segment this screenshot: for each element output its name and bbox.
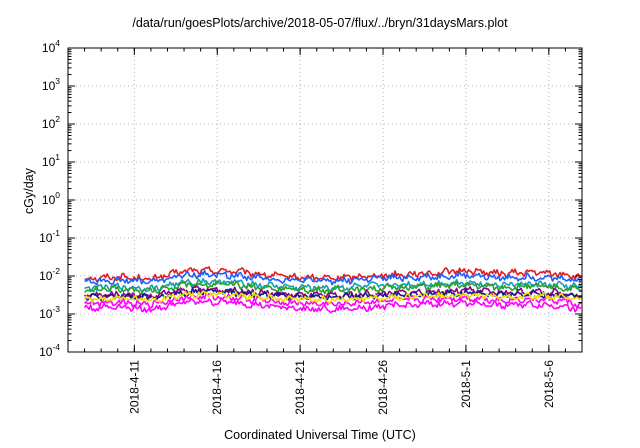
y-tick-label: 102 bbox=[42, 114, 60, 131]
series-layer bbox=[83, 266, 582, 314]
y-tick-label: 10-3 bbox=[39, 304, 60, 321]
series-line bbox=[83, 285, 582, 300]
chart-title: /data/run/goesPlots/archive/2018-05-07/f… bbox=[132, 16, 508, 30]
x-tick-label: 2018-5-6 bbox=[542, 360, 556, 408]
x-tick-label: 2018-4-26 bbox=[376, 360, 390, 415]
y-tick-labels: 10-4 10-3 10-2 10-1 100 101 102 103 104 bbox=[39, 38, 60, 359]
series-line bbox=[83, 297, 582, 314]
y-tick-label: 100 bbox=[42, 190, 60, 207]
series-line bbox=[84, 280, 582, 296]
x-axis-label: Coordinated Universal Time (UTC) bbox=[224, 428, 416, 442]
series-line bbox=[84, 292, 582, 309]
y-tick-label: 10-1 bbox=[39, 228, 60, 245]
series-line bbox=[84, 277, 582, 293]
y-tick-label: 10-2 bbox=[39, 266, 60, 283]
x-tick-label: 2018-4-16 bbox=[210, 360, 224, 415]
y-tick-label: 10-4 bbox=[39, 342, 60, 359]
x-tick-label: 2018-5-1 bbox=[459, 360, 473, 408]
y-tick-label: 101 bbox=[42, 152, 60, 169]
x-tick-labels: 2018-4-11 2018-4-16 2018-4-21 2018-4-26 2018… bbox=[127, 360, 556, 415]
series-line bbox=[84, 269, 582, 286]
y-tick-label: 103 bbox=[42, 76, 60, 93]
series-line bbox=[83, 290, 582, 305]
ticks bbox=[67, 47, 583, 353]
series-line bbox=[84, 266, 582, 282]
y-tick-label: 104 bbox=[42, 38, 60, 55]
x-tick-label: 2018-4-11 bbox=[127, 360, 141, 414]
x-tick-label: 2018-4-21 bbox=[293, 360, 307, 415]
